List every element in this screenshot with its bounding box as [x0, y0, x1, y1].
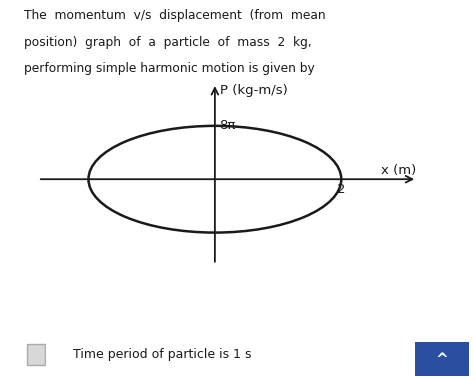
Text: Time period of particle is 1 s: Time period of particle is 1 s	[73, 348, 252, 361]
Text: 2: 2	[337, 183, 346, 197]
FancyBboxPatch shape	[415, 342, 469, 376]
Text: 8π: 8π	[219, 119, 236, 132]
Text: The  momentum  v/s  displacement  (from  mean: The momentum v/s displacement (from mean	[24, 9, 325, 22]
Text: performing simple harmonic motion is given by: performing simple harmonic motion is giv…	[24, 62, 314, 75]
Text: P (kg-m/s): P (kg-m/s)	[220, 84, 288, 97]
Text: x (m): x (m)	[381, 164, 416, 177]
FancyBboxPatch shape	[27, 344, 45, 366]
Text: ^: ^	[436, 352, 448, 367]
Text: position)  graph  of  a  particle  of  mass  2  kg,: position) graph of a particle of mass 2 …	[24, 36, 311, 49]
